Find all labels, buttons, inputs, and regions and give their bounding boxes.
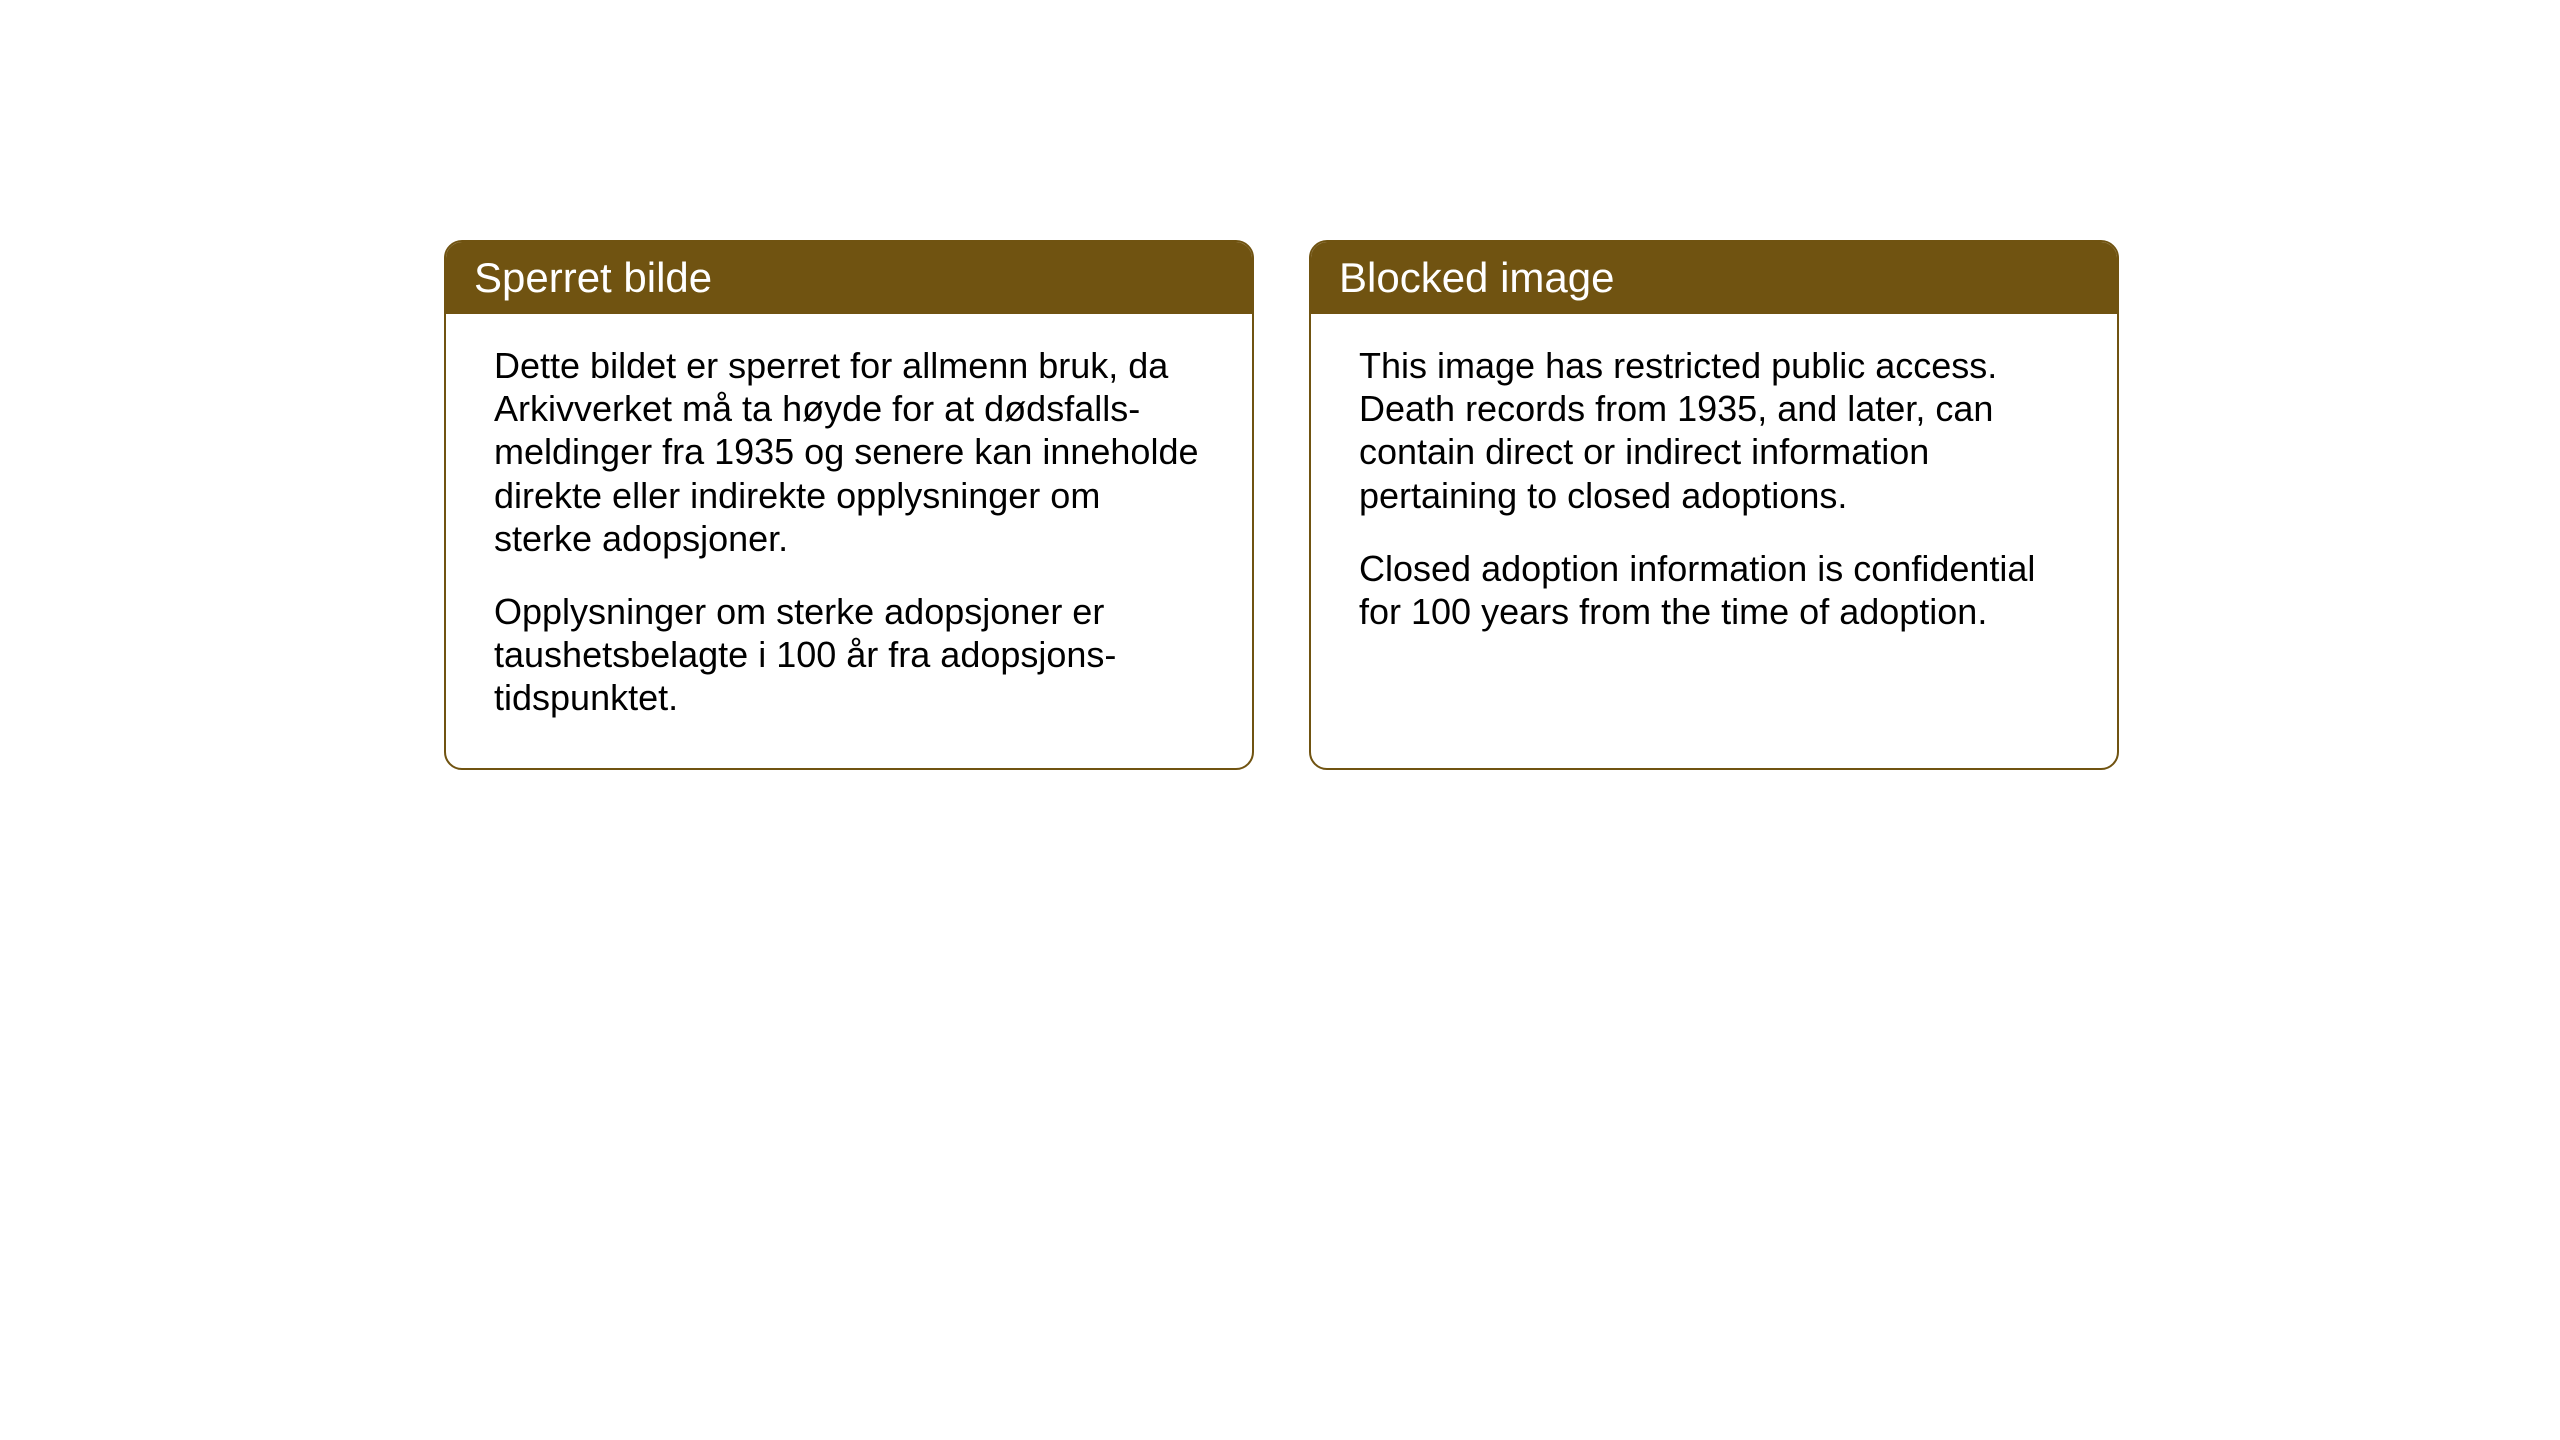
card-header-english: Blocked image <box>1311 242 2117 314</box>
card-title-english: Blocked image <box>1339 254 1614 301</box>
cards-container: Sperret bilde Dette bildet er sperret fo… <box>444 240 2119 770</box>
card-header-norwegian: Sperret bilde <box>446 242 1252 314</box>
card-body-norwegian: Dette bildet er sperret for allmenn bruk… <box>446 314 1252 768</box>
card-paragraph: This image has restricted public access.… <box>1359 344 2069 517</box>
card-english: Blocked image This image has restricted … <box>1309 240 2119 770</box>
card-body-english: This image has restricted public access.… <box>1311 314 2117 754</box>
card-norwegian: Sperret bilde Dette bildet er sperret fo… <box>444 240 1254 770</box>
card-paragraph: Opplysninger om sterke adopsjoner er tau… <box>494 590 1204 720</box>
card-paragraph: Dette bildet er sperret for allmenn bruk… <box>494 344 1204 560</box>
card-paragraph: Closed adoption information is confident… <box>1359 547 2069 633</box>
card-title-norwegian: Sperret bilde <box>474 254 712 301</box>
